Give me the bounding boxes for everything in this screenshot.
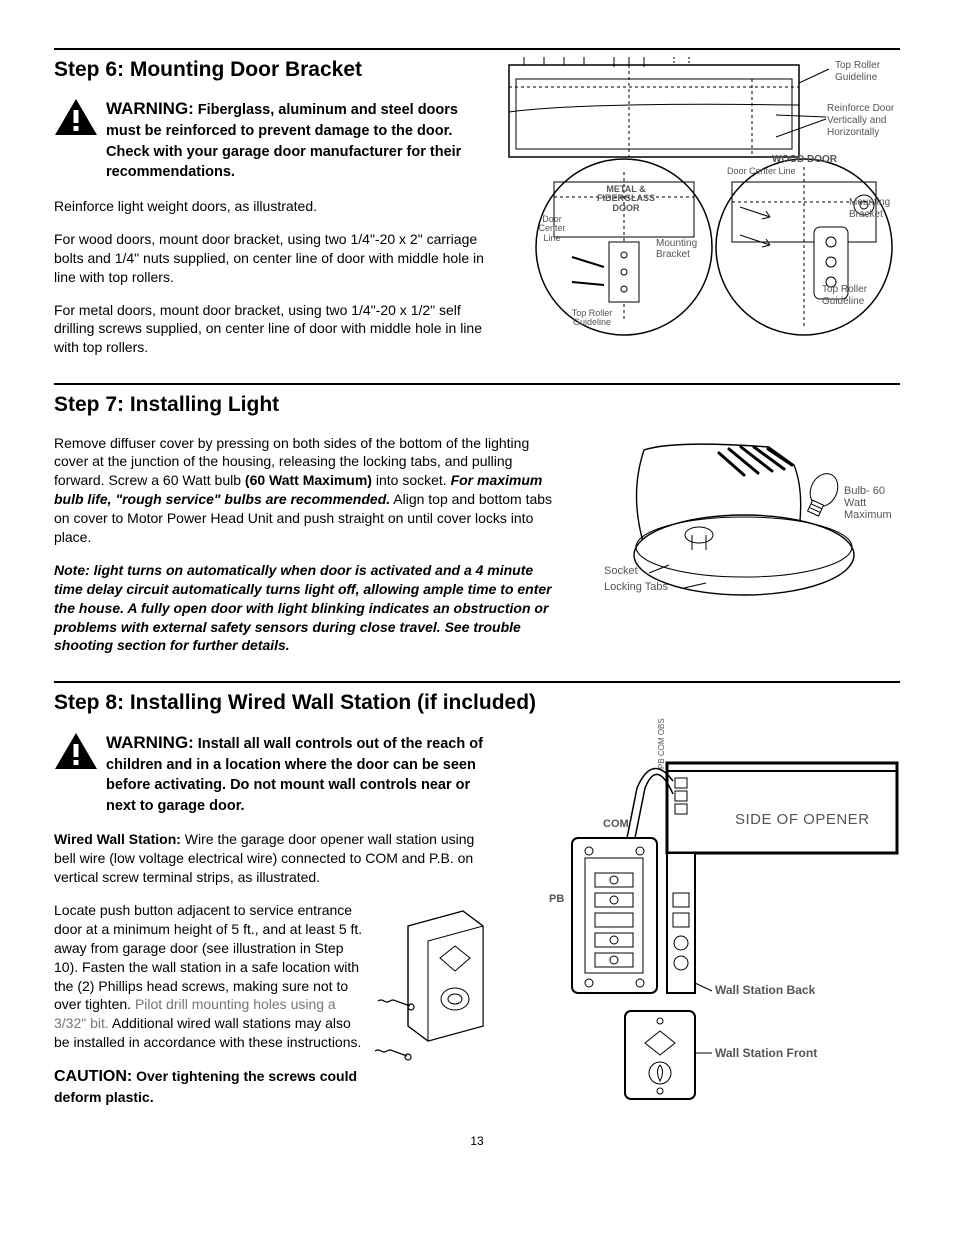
fig8-label-pbcomobs: PB COM OBS — [657, 718, 667, 769]
fig6-label-door-center-r: Door Center Line — [727, 166, 796, 177]
step-6-p2: For wood doors, mount door bracket, usin… — [54, 230, 485, 287]
step-7-section: Step 7: Installing Light Remove diffuser… — [54, 383, 900, 669]
fig6-label-door-center-l: Door Center Line — [534, 215, 570, 243]
fig7-label-locking-tabs: Locking Tabs — [604, 581, 668, 594]
wall-station-wiring-diagram — [517, 733, 899, 1103]
step-6-p3: For metal doors, mount door bracket, usi… — [54, 301, 485, 358]
fig6-label-top-roller: Top Roller Guideline — [835, 60, 897, 84]
step-8-heading: Step 8: Installing Wired Wall Station (i… — [54, 689, 900, 717]
step-8-inline-figure — [373, 901, 498, 1071]
step-6-text-column: Step 6: Mounting Door Bracket WARNING: F… — [54, 56, 485, 371]
fig7-label-socket: Socket — [604, 565, 638, 578]
fig7-label-bulb: Bulb- 60 Watt Maximum — [844, 485, 899, 521]
step-6-figure: Top Roller Guideline Reinforce Door Vert… — [503, 56, 900, 358]
fig8-label-wall-station-front: Wall Station Front — [715, 1046, 817, 1060]
warning-label: WARNING: — [106, 733, 194, 752]
step-8-caution: CAUTION: Over tightening the screws coul… — [54, 1066, 498, 1106]
warning-label: WARNING: — [106, 99, 194, 118]
step-6-warning: WARNING: Fiberglass, aluminum and steel … — [54, 98, 485, 183]
step-8-section: Step 8: Installing Wired Wall Station (i… — [54, 681, 900, 1120]
door-bracket-diagram — [504, 57, 899, 357]
fig6-label-top-roller-r: Top Roller Guideline — [822, 284, 877, 308]
step-7-text-column: Remove diffuser cover by pressing on bot… — [54, 434, 555, 670]
step-8-figure: SIDE OF OPENER COM PB PB COM OBS Wall St… — [516, 732, 900, 1104]
fig8-label-com: COM — [603, 818, 629, 831]
step-8-p1: Wired Wall Station: Wire the garage door… — [54, 830, 498, 887]
step-7-p1: Remove diffuser cover by pressing on bot… — [54, 434, 555, 547]
fig6-label-top-roller-l: Top Roller Guideline — [566, 309, 618, 328]
fig6-label-mounting-r: Mounting Bracket — [849, 197, 897, 221]
fig6-label-wood-door: WOOD DOOR — [772, 154, 837, 166]
warning-triangle-icon — [54, 732, 98, 770]
fig8-label-wall-station-back: Wall Station Back — [715, 983, 815, 997]
fig8-label-pb: PB — [549, 893, 564, 906]
warning-triangle-icon — [54, 98, 98, 136]
step-7-figure: Bulb- 60 Watt Maximum Socket Locking Tab… — [573, 434, 900, 621]
fig6-label-metal: METAL & FIBERGLASS DOOR — [592, 185, 660, 213]
step-8-warning-text: WARNING: Install all wall controls out o… — [106, 732, 498, 817]
page-number: 13 — [54, 1133, 900, 1149]
step-8-warning: WARNING: Install all wall controls out o… — [54, 732, 498, 817]
fig8-label-side-of-opener: SIDE OF OPENER — [735, 811, 870, 829]
fig6-label-reinforce: Reinforce Door Vertically and Horizontal… — [827, 103, 899, 139]
step-6-heading: Step 6: Mounting Door Bracket — [54, 56, 485, 84]
fig6-label-mounting-l: Mounting Bracket — [656, 239, 704, 260]
step-6-section: Step 6: Mounting Door Bracket WARNING: F… — [54, 48, 900, 371]
step-6-p1: Reinforce light weight doors, as illustr… — [54, 197, 485, 216]
step-7-note: Note: light turns on automatically when … — [54, 561, 555, 655]
step-8-text-column: WARNING: Install all wall controls out o… — [54, 732, 498, 1121]
step-7-heading: Step 7: Installing Light — [54, 391, 900, 419]
step-6-warning-text: WARNING: Fiberglass, aluminum and steel … — [106, 98, 485, 183]
